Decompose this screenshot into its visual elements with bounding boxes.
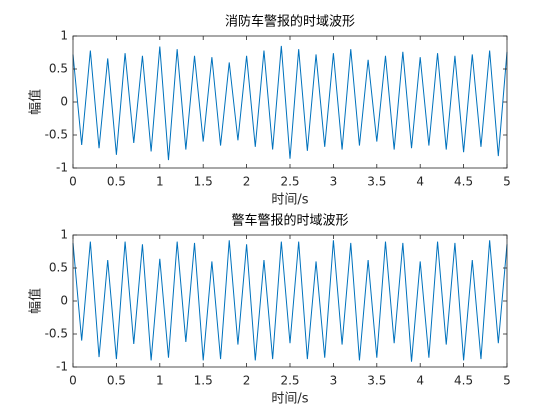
x-tick-label: 0 (69, 175, 77, 189)
plot-area (73, 36, 507, 168)
y-tick-label: 1 (60, 29, 68, 43)
y-tick-label: -0.5 (45, 327, 68, 341)
x-tick-label: 3 (330, 374, 338, 388)
x-tick-label: 3 (330, 175, 338, 189)
x-tick-label: 2 (243, 374, 251, 388)
x-tick-label: 5 (503, 175, 511, 189)
y-axis-label: 幅值 (28, 89, 44, 115)
x-tick-label: 0.5 (107, 175, 126, 189)
x-tick-label: 4.5 (454, 175, 473, 189)
x-tick-label: 5 (503, 374, 511, 388)
x-tick-label: 1 (156, 175, 164, 189)
x-tick-label: 3.5 (367, 374, 386, 388)
y-tick-label: -1 (56, 360, 68, 374)
x-axis-label: 时间/s (271, 392, 308, 407)
y-tick-label: 1 (60, 228, 68, 242)
x-tick-label: 1 (156, 374, 164, 388)
waveform (72, 45, 508, 161)
x-tick-label: 2.5 (280, 374, 299, 388)
x-tick-label: 2.5 (280, 175, 299, 189)
y-tick-label: -0.5 (45, 128, 68, 142)
y-tick-label: -1 (56, 161, 68, 175)
x-tick-label: 4 (416, 374, 424, 388)
x-tick-label: 1.5 (194, 374, 213, 388)
x-tick-label: 3.5 (367, 175, 386, 189)
x-axis-label: 时间/s (271, 193, 308, 208)
y-tick-label: 0 (60, 294, 68, 308)
y-axis-label: 幅值 (28, 288, 44, 314)
y-tick-label: 0.5 (49, 261, 68, 275)
x-tick-label: 1.5 (194, 175, 213, 189)
x-tick-label: 4.5 (454, 374, 473, 388)
x-tick-label: 0 (69, 374, 77, 388)
chart-title: 警车警报的时域波形 (231, 213, 348, 229)
chart-title: 消防车警报的时域波形 (225, 14, 355, 30)
plot-area (73, 235, 507, 367)
waveform (72, 240, 508, 362)
x-tick-label: 4 (416, 175, 424, 189)
y-tick-label: 0.5 (49, 62, 68, 76)
x-tick-label: 0.5 (107, 374, 126, 388)
y-tick-label: 0 (60, 95, 68, 109)
x-tick-label: 2 (243, 175, 251, 189)
